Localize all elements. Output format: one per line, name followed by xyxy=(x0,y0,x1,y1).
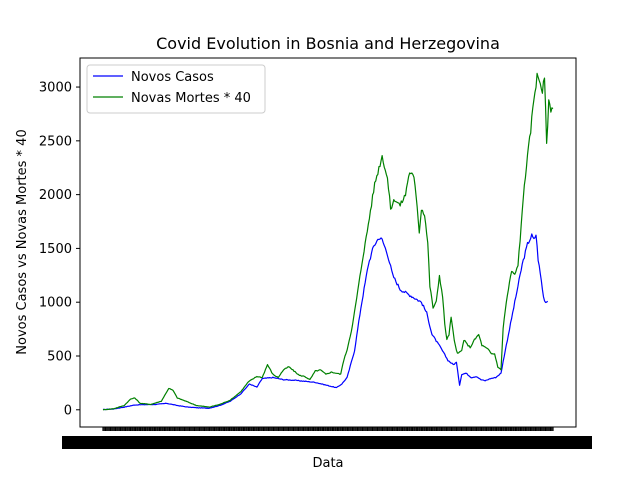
chart-title: Covid Evolution in Bosnia and Herzegovin… xyxy=(156,34,500,53)
y-axis-label: Novos Casos vs Novas Mortes * 40 xyxy=(15,129,30,354)
series-layer xyxy=(102,72,554,411)
axes-frame xyxy=(79,57,577,428)
plot-area xyxy=(79,57,577,428)
series-line-0 xyxy=(102,233,549,411)
legend-label-novas-mortes: Novas Mortes * 40 xyxy=(131,91,251,106)
y-tick-label: 0 xyxy=(64,403,72,418)
legend-label-novos-casos: Novos Casos xyxy=(131,70,214,85)
x-tick-labels-overlap xyxy=(62,436,592,449)
y-tick-label: 2500 xyxy=(39,134,72,149)
x-axis xyxy=(62,427,592,449)
y-axis: 0 500 1000 1500 2000 2500 3000 xyxy=(39,81,80,418)
legend: Novos Casos Novas Mortes * 40 xyxy=(86,64,266,114)
x-axis-label: Data xyxy=(312,456,343,471)
y-tick-label: 3000 xyxy=(39,81,72,96)
y-tick-label: 2000 xyxy=(39,188,72,203)
legend-box xyxy=(86,64,266,114)
y-tick-label: 1000 xyxy=(39,296,72,311)
y-tick-label: 500 xyxy=(47,349,72,364)
y-tick-label: 1500 xyxy=(39,242,72,257)
series-line-1 xyxy=(102,72,554,411)
